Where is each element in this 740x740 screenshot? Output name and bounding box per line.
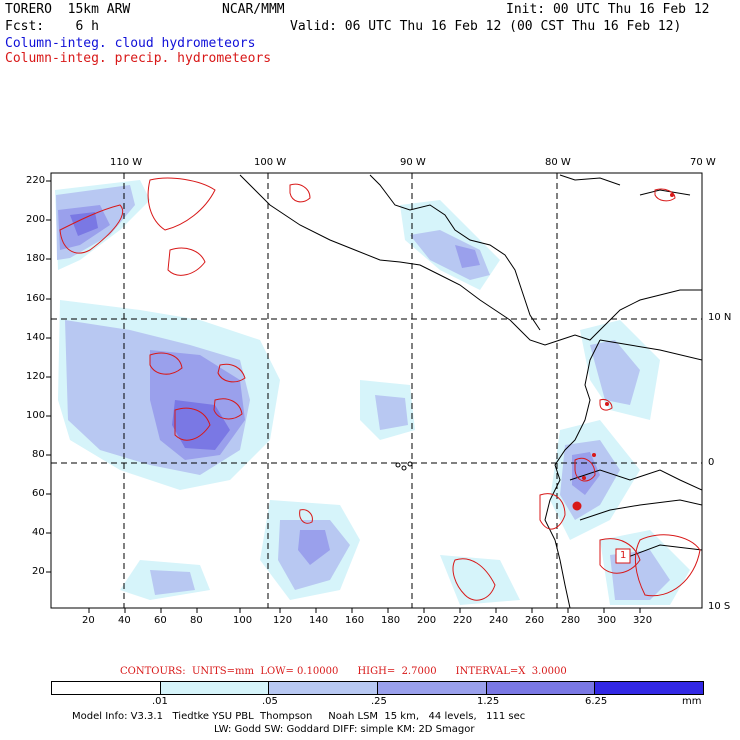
colorbar-label: 1.25: [477, 696, 500, 707]
y-tick: 60: [32, 488, 45, 499]
lon-label-70w: 70 W: [690, 157, 716, 168]
precip-max-marker: [572, 501, 582, 511]
lat-label-10s: 10 S: [708, 601, 731, 612]
y-tick: 40: [32, 527, 45, 538]
x-tick: 280: [561, 615, 581, 626]
x-tick: 140: [309, 615, 329, 626]
y-tick: 200: [26, 214, 46, 225]
colorbar-label: .01: [152, 696, 168, 707]
colorbar-label: .25: [371, 696, 387, 707]
x-tick: 100: [233, 615, 253, 626]
precip-marker: [605, 402, 609, 406]
model-title: TORERO 15km ARW: [5, 2, 131, 17]
y-tick: 80: [32, 449, 45, 460]
graticule: [51, 173, 702, 608]
y-tick: 140: [26, 332, 46, 343]
x-tick: 20: [82, 615, 95, 626]
precip-marker: [582, 476, 586, 480]
colorbar-bin: [378, 682, 487, 694]
colorbar-bin: [486, 682, 596, 694]
coastlines: [239, 174, 702, 608]
y-tick: 160: [26, 293, 46, 304]
y-tick: 20: [32, 566, 45, 577]
y-tick: 220: [26, 175, 46, 186]
model-info: Model Info: V3.3.1 Tiedtke YSU PBL Thomp…: [72, 711, 526, 722]
colorbar-bin: [595, 682, 704, 694]
frame-ticks: [46, 180, 641, 613]
x-tick: 240: [489, 615, 509, 626]
x-tick: 300: [597, 615, 617, 626]
x-tick: 120: [273, 615, 293, 626]
forecast-hour: Fcst: 6 h: [5, 19, 99, 34]
field-precip-label: Column-integ. precip. hydrometeors: [5, 51, 272, 66]
colorbar-bin: [52, 682, 161, 694]
lon-label-80w: 80 W: [545, 157, 571, 168]
colorbar-units: mm: [682, 696, 702, 707]
lat-label-0: 0: [708, 457, 715, 468]
colorbar-bin: [160, 682, 270, 694]
x-tick: 320: [633, 615, 653, 626]
x-tick: 260: [525, 615, 545, 626]
lon-label-100w: 100 W: [254, 157, 287, 168]
colorbar: [51, 681, 704, 695]
y-tick: 100: [26, 410, 46, 421]
x-tick: 60: [154, 615, 167, 626]
contour-label: 1: [620, 550, 627, 561]
field-cloud-label: Column-integ. cloud hydrometeors: [5, 36, 256, 51]
x-tick: 160: [345, 615, 365, 626]
x-tick: 200: [417, 615, 437, 626]
precip-marker: [670, 193, 674, 197]
lon-label-90w: 90 W: [400, 157, 426, 168]
model-info-physics: LW: Godd SW: Goddard DIFF: simple KM: 2D…: [214, 724, 475, 735]
center-name: NCAR/MMM: [222, 2, 285, 17]
x-tick: 80: [190, 615, 203, 626]
y-tick: 120: [26, 371, 46, 382]
precip-contours: [59, 177, 701, 601]
map-frame: [50, 172, 703, 609]
colorbar-label: .05: [262, 696, 278, 707]
x-tick: 180: [381, 615, 401, 626]
colorbar-bin: [269, 682, 379, 694]
valid-time: Valid: 06 UTC Thu 16 Feb 12 (00 CST Thu …: [290, 19, 682, 34]
x-tick: 40: [118, 615, 131, 626]
lat-label-10n: 10 N: [708, 312, 732, 323]
y-tick: 180: [26, 253, 46, 264]
init-time: Init: 00 UTC Thu 16 Feb 12: [506, 2, 710, 17]
contours-info: CONTOURS: UNITS=mm LOW= 0.10000 HIGH= 2.…: [120, 666, 567, 677]
precip-marker: [592, 453, 596, 457]
lon-label-110w: 110 W: [110, 157, 143, 168]
colorbar-label: 6.25: [585, 696, 608, 707]
x-tick: 220: [453, 615, 473, 626]
contour-label-box: [615, 548, 631, 564]
